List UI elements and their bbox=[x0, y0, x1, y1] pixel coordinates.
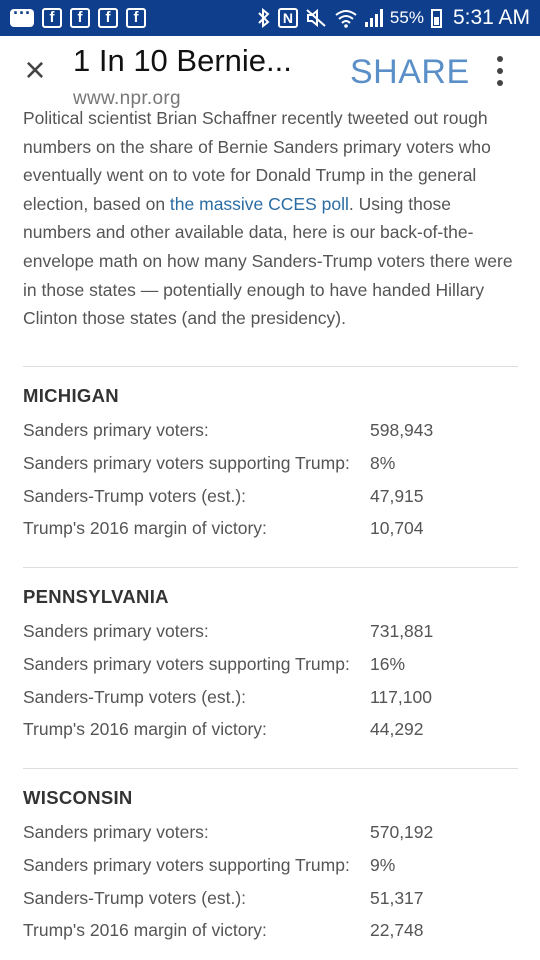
stat-row: Sanders primary voters supporting Trump:… bbox=[23, 653, 518, 686]
stat-label: Sanders primary voters supporting Trump: bbox=[23, 653, 350, 674]
menu-dot-icon bbox=[497, 68, 503, 74]
stat-row: Sanders-Trump voters (est.): 51,317 bbox=[23, 887, 518, 920]
article-text: . Using those numbers and other availabl… bbox=[23, 193, 513, 329]
status-bar: f f f f N 55% 5:31 AM bbox=[0, 0, 540, 36]
facebook-icon: f bbox=[70, 8, 90, 28]
stat-label: Sanders-Trump voters (est.): bbox=[23, 887, 247, 908]
stat-value: 16% bbox=[370, 653, 406, 674]
stat-label: Sanders primary voters supporting Trump: bbox=[23, 452, 350, 473]
stat-value: 570,192 bbox=[370, 822, 434, 842]
stat-label: Sanders-Trump voters (est.): bbox=[23, 485, 247, 506]
stat-row: Trump's 2016 margin of victory: 22,748 bbox=[23, 919, 518, 952]
stat-row: Trump's 2016 margin of victory: 10,704 bbox=[23, 517, 518, 550]
stat-label: Sanders primary voters supporting Trump: bbox=[23, 854, 350, 875]
menu-dot-icon bbox=[497, 80, 503, 86]
close-button[interactable]: × bbox=[24, 49, 46, 90]
state-heading: MICHIGAN bbox=[23, 385, 119, 406]
stat-row: Sanders-Trump voters (est.): 47,915 bbox=[23, 485, 518, 518]
article-text: Political scientist Brian Schaffner rece… bbox=[23, 108, 491, 214]
notification-icons: f f f f bbox=[10, 3, 146, 28]
state-section-pennsylvania: PENNSYLVANIA Sanders primary voters: 731… bbox=[23, 586, 518, 751]
stat-value: 51,317 bbox=[370, 887, 424, 908]
stat-label: Sanders primary voters: bbox=[23, 420, 209, 440]
divider bbox=[23, 768, 518, 769]
stat-value: 117,100 bbox=[370, 686, 432, 707]
stat-row: Sanders-Trump voters (est.): 117,100 bbox=[23, 686, 518, 719]
bluetooth-icon bbox=[257, 8, 271, 28]
stat-label: Sanders primary voters: bbox=[23, 822, 209, 842]
divider bbox=[23, 567, 518, 568]
state-section-michigan: MICHIGAN Sanders primary voters: 598,943… bbox=[23, 385, 518, 550]
signal-icon bbox=[364, 9, 383, 27]
stat-value: 9% bbox=[370, 854, 396, 875]
state-section-wisconsin: WISCONSIN Sanders primary voters: 570,19… bbox=[23, 787, 518, 952]
stat-row: Sanders primary voters: 598,943 bbox=[23, 419, 518, 452]
state-heading: WISCONSIN bbox=[23, 787, 133, 808]
share-button[interactable]: SHARE bbox=[350, 53, 470, 91]
stat-row: Sanders primary voters: 731,881 bbox=[23, 620, 518, 653]
nfc-icon: N bbox=[277, 8, 298, 28]
stat-value: 598,943 bbox=[370, 420, 434, 440]
mute-icon bbox=[305, 8, 327, 28]
stat-value: 10,704 bbox=[370, 518, 424, 539]
state-heading: PENNSYLVANIA bbox=[23, 586, 169, 607]
stat-value: 44,292 bbox=[370, 719, 424, 740]
stat-row: Trump's 2016 margin of victory: 44,292 bbox=[23, 718, 518, 751]
app-header: × 1 In 10 Bernie... www.npr.org SHARE bbox=[0, 36, 540, 109]
menu-dot-icon bbox=[497, 56, 503, 62]
clock: 5:31 AM bbox=[452, 6, 530, 29]
article-paragraph: Political scientist Brian Schaffner rece… bbox=[23, 104, 523, 333]
stat-value: 22,748 bbox=[370, 920, 424, 941]
cces-poll-link[interactable]: the massive CCES poll bbox=[169, 193, 349, 214]
stat-value: 47,915 bbox=[370, 485, 424, 506]
system-icons: N 55% 5:31 AM bbox=[257, 6, 530, 30]
messenger-icon bbox=[10, 3, 34, 27]
stat-label: Sanders primary voters: bbox=[23, 621, 209, 641]
battery-icon bbox=[430, 8, 442, 28]
facebook-icon: f bbox=[126, 8, 146, 28]
facebook-icon: f bbox=[42, 8, 62, 28]
stat-row: Sanders primary voters supporting Trump:… bbox=[23, 452, 518, 485]
stat-label: Sanders-Trump voters (est.): bbox=[23, 686, 247, 707]
facebook-icon: f bbox=[98, 8, 118, 28]
stat-value: 731,881 bbox=[370, 621, 434, 641]
stat-row: Sanders primary voters supporting Trump:… bbox=[23, 854, 518, 887]
stat-label: Trump's 2016 margin of victory: bbox=[23, 518, 267, 539]
page-url: www.npr.org bbox=[73, 88, 181, 109]
stat-label: Trump's 2016 margin of victory: bbox=[23, 920, 267, 941]
battery-percent: 55% bbox=[389, 8, 424, 27]
overflow-menu-button[interactable] bbox=[490, 56, 510, 86]
stat-label: Trump's 2016 margin of victory: bbox=[23, 719, 267, 740]
divider bbox=[23, 366, 518, 367]
wifi-icon bbox=[334, 8, 358, 28]
stat-value: 8% bbox=[370, 452, 396, 473]
stat-row: Sanders primary voters: 570,192 bbox=[23, 821, 518, 854]
page-title: 1 In 10 Bernie... bbox=[73, 43, 292, 78]
